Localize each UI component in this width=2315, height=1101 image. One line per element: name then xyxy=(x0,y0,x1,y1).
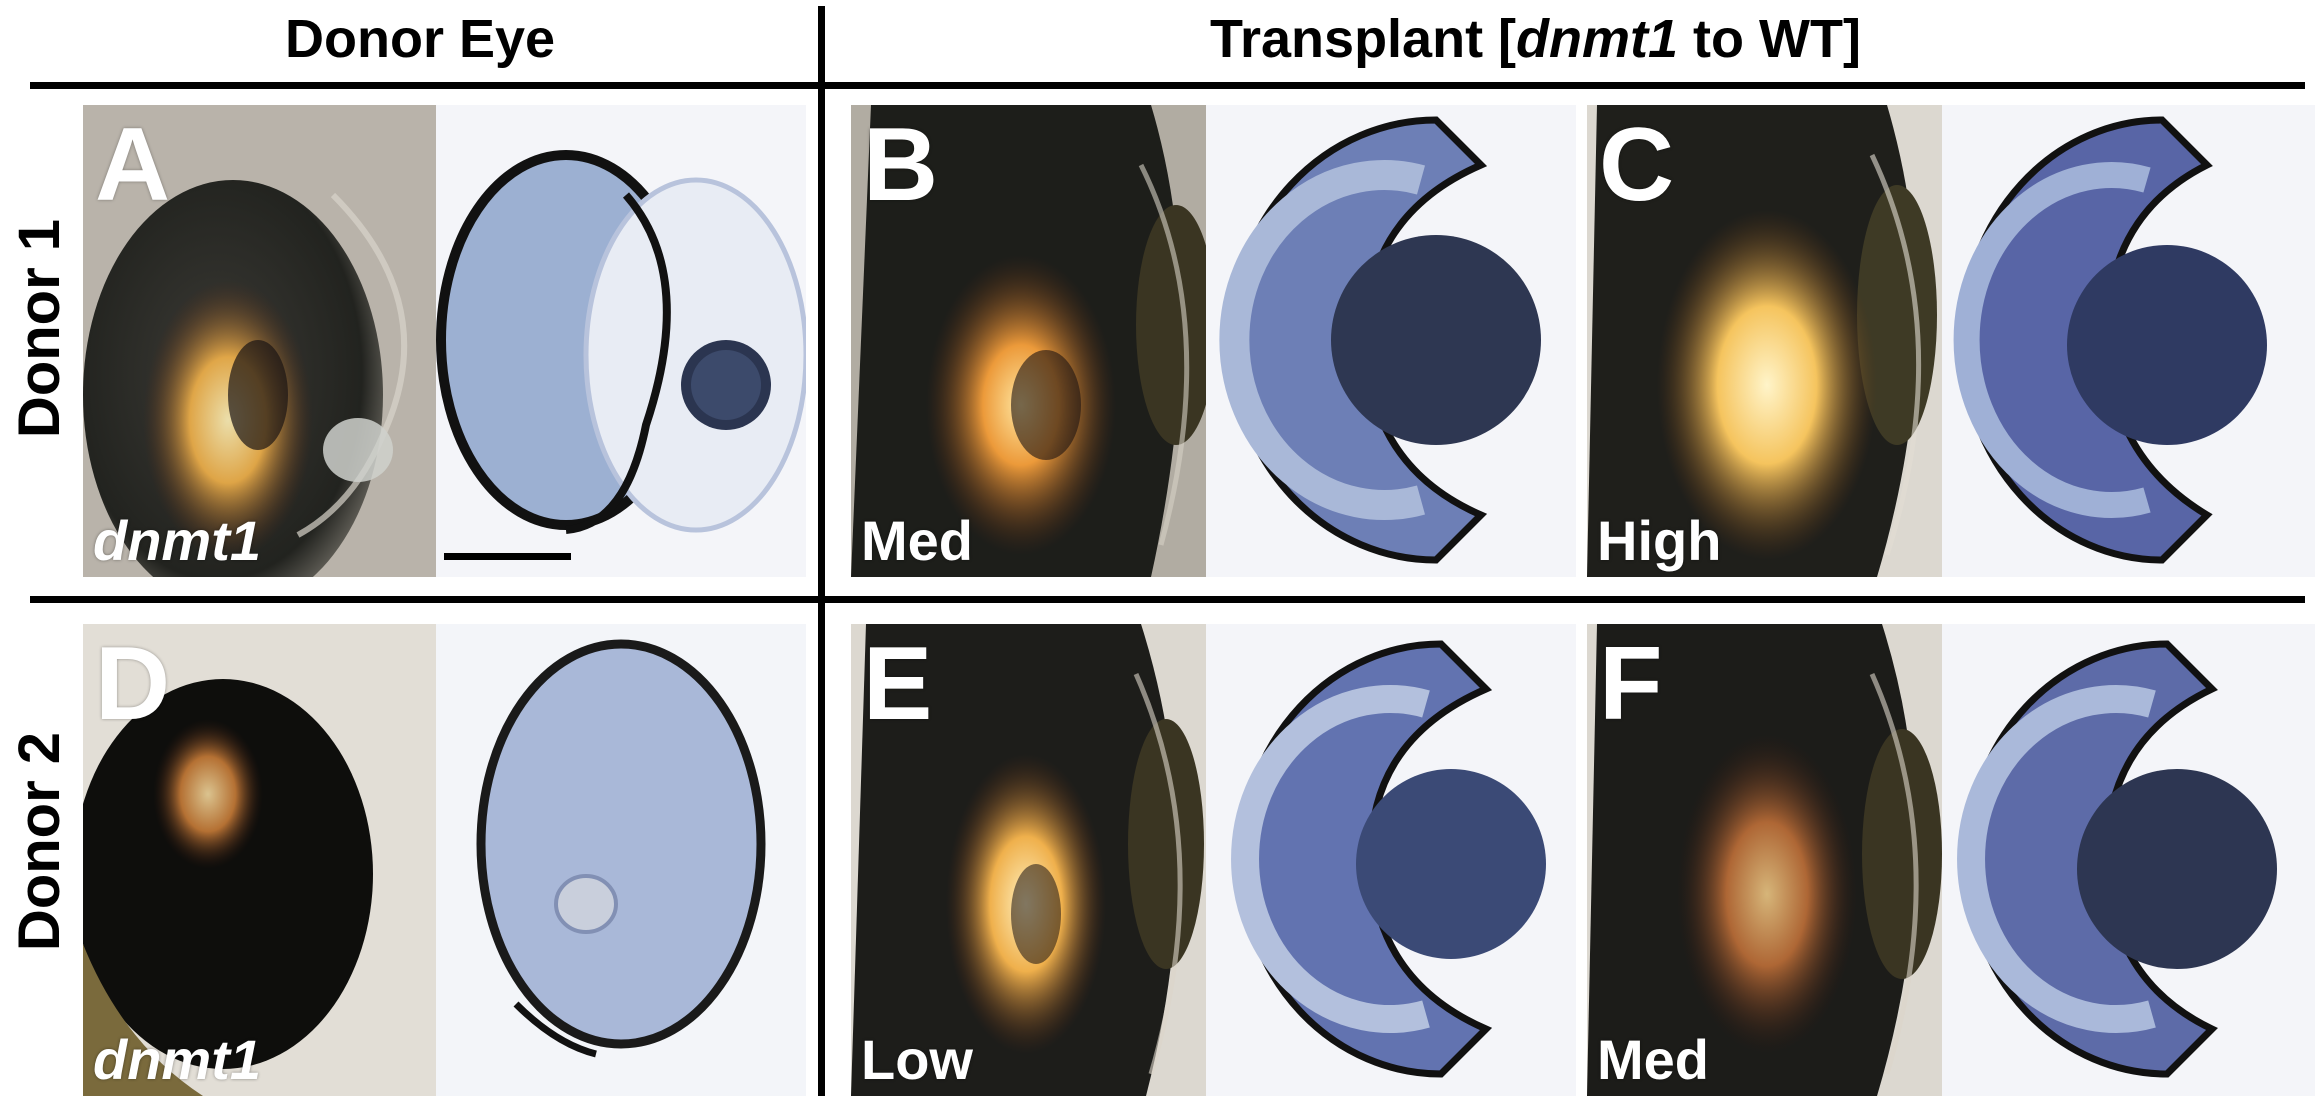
panel-c-level-label: High xyxy=(1597,509,1722,572)
panel-letter-b: B xyxy=(863,107,939,223)
panel-c-photo: C High xyxy=(1587,105,1942,577)
transplant-eye-section-image xyxy=(1942,624,2315,1096)
panel-d-genotype-label: dnmt1 xyxy=(93,1028,261,1091)
panel-letter-f: F xyxy=(1599,626,1663,742)
transplant-eye-photo-image xyxy=(851,624,1206,1096)
transplant-eye-photo-image xyxy=(1587,105,1942,577)
donor-eye-section-image xyxy=(436,105,806,577)
panel-e-level-label: Low xyxy=(861,1028,973,1091)
top-divider xyxy=(30,82,2305,89)
panel-a-genotype-label: dnmt1 xyxy=(93,509,261,572)
panel-letter-d: D xyxy=(95,626,171,742)
donor-eye-heading: Donor Eye xyxy=(285,9,556,69)
panel-b-level-label: Med xyxy=(861,509,973,572)
panel-f-histology xyxy=(1942,624,2315,1096)
transplant-eye-photo-image xyxy=(1587,624,1942,1096)
panel-a-histology xyxy=(436,105,806,577)
transplant-heading-suffix: to WT] xyxy=(1678,9,1861,69)
transplant-eye-section-image xyxy=(1206,105,1576,577)
row-label-donor-2: Donor 2 xyxy=(7,731,73,952)
column-divider xyxy=(818,6,825,1096)
panel-e-histology xyxy=(1206,624,1576,1096)
panel-letter-c: C xyxy=(1599,107,1675,223)
transplant-heading: Transplant [dnmt1 to WT] xyxy=(1210,8,1861,70)
donor-eye-photo-image xyxy=(83,624,436,1096)
panel-b-histology xyxy=(1206,105,1576,577)
panel-f-level-label: Med xyxy=(1597,1028,1709,1091)
donor-eye-section-image xyxy=(436,624,806,1096)
transplant-eye-section-image xyxy=(1942,105,2315,577)
donor-eye-photo-image xyxy=(83,105,436,577)
transplant-heading-gene: dnmt1 xyxy=(1516,9,1679,69)
scale-bar xyxy=(444,553,571,560)
panel-a-photo: A dnmt1 xyxy=(83,105,436,577)
panel-b-photo: B Med xyxy=(851,105,1206,577)
panel-f-photo: F Med xyxy=(1587,624,1942,1096)
transplant-heading-prefix: Transplant [ xyxy=(1210,9,1517,69)
middle-divider xyxy=(30,596,2305,603)
row-label-donor-1: Donor 1 xyxy=(7,218,73,439)
panel-d-photo: D dnmt1 xyxy=(83,624,436,1096)
panel-letter-e: E xyxy=(863,626,933,742)
panel-c-histology xyxy=(1942,105,2315,577)
transplant-eye-section-image xyxy=(1206,624,1576,1096)
transplant-eye-photo-image xyxy=(851,105,1206,577)
panel-d-histology xyxy=(436,624,806,1096)
panel-e-photo: E Low xyxy=(851,624,1206,1096)
panel-letter-a: A xyxy=(95,107,171,223)
